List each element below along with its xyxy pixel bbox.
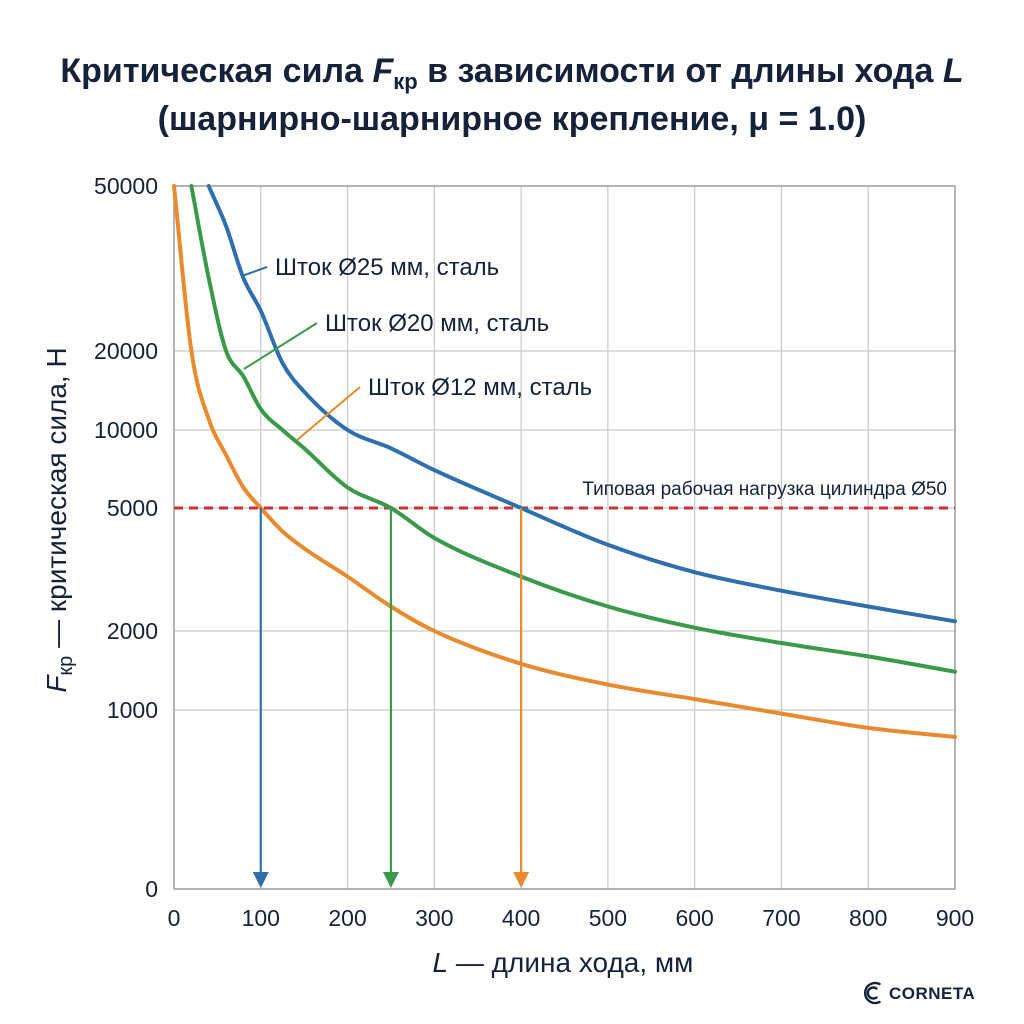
marker-arrowhead bbox=[513, 872, 530, 888]
series-label-leader bbox=[296, 386, 361, 441]
x-tick-label: 600 bbox=[675, 905, 713, 931]
y-tick-label: 1000 bbox=[107, 697, 158, 723]
x-axis-label: L — длина хода, мм bbox=[433, 947, 694, 978]
series-label: Шток Ø25 мм, сталь bbox=[275, 254, 499, 281]
series-label-leader bbox=[241, 266, 268, 277]
y-tick-label: 10000 bbox=[94, 417, 158, 443]
series-label-leader bbox=[243, 322, 318, 370]
x-tick-label: 900 bbox=[936, 905, 974, 931]
y-tick-labels: 0 1000 2000 5000 10000 20000 50000 bbox=[94, 173, 158, 902]
series-line bbox=[172, 184, 957, 739]
brand-name: CORNETA bbox=[889, 984, 975, 1003]
x-tick-label: 800 bbox=[849, 905, 887, 931]
x-tick-labels: 0 100 200 300 400 500 600 700 800 900 bbox=[168, 905, 975, 931]
series-label-layer: Шток Ø25 мм, сталь Шток Ø20 мм, сталь Шток… bbox=[241, 254, 592, 441]
y-tick-label: 50000 bbox=[94, 173, 158, 199]
x-tick-label: 300 bbox=[415, 905, 453, 931]
marker-layer bbox=[252, 508, 530, 888]
x-tick-label: 400 bbox=[502, 905, 540, 931]
reference-line-label: Типовая рабочая нагрузка цилиндра Ø50 bbox=[582, 479, 947, 500]
series-label: Шток Ø12 мм, сталь bbox=[368, 374, 592, 401]
plot-frame bbox=[173, 185, 956, 890]
x-tick-label: 0 bbox=[168, 905, 181, 931]
chart-title-line-2: (шарнирно-шарнирное крепление, μ = 1.0) bbox=[158, 100, 867, 138]
brand: CORNETA bbox=[863, 981, 975, 1005]
y-tick-label: 20000 bbox=[94, 338, 158, 364]
x-tick-label: 100 bbox=[242, 905, 280, 931]
x-tick-label: 200 bbox=[328, 905, 366, 931]
y-axis-label: Fкр — критическая сила, Н bbox=[41, 347, 77, 692]
corneta-logo-icon bbox=[863, 981, 881, 1005]
y-tick-label: 2000 bbox=[107, 618, 158, 644]
series-layer bbox=[172, 184, 957, 739]
y-tick-label: 0 bbox=[145, 876, 158, 902]
chart-title-line-1: Критическая сила Fкр в зависимости от дл… bbox=[60, 52, 963, 94]
series-label: Шток Ø20 мм, сталь bbox=[325, 310, 549, 337]
x-tick-label: 500 bbox=[589, 905, 627, 931]
marker-arrowhead bbox=[252, 872, 269, 888]
series-line bbox=[189, 184, 957, 674]
series-line bbox=[206, 184, 957, 624]
y-tick-label: 5000 bbox=[107, 495, 158, 521]
x-tick-label: 700 bbox=[762, 905, 800, 931]
marker-arrowhead bbox=[382, 872, 399, 888]
